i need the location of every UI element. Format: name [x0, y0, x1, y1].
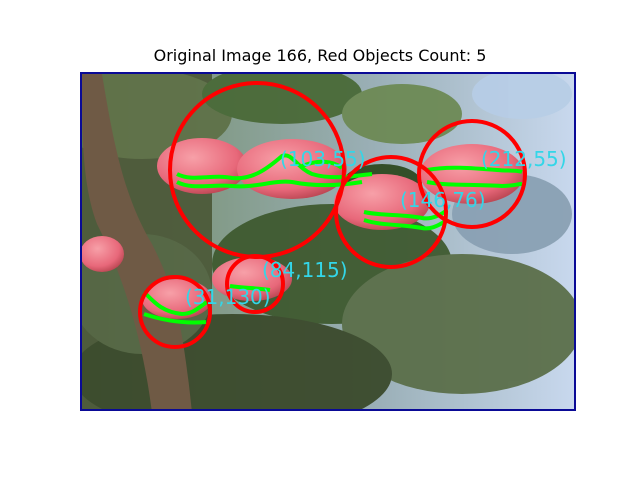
detection-circle [334, 155, 448, 269]
contour-line [363, 208, 449, 221]
detection-labels: (103,55) (212,55) (146,76) (84,115) (31,… [185, 147, 567, 309]
apple [157, 138, 247, 194]
contour-lines [142, 153, 523, 325]
detection-label: (103,55) [280, 147, 366, 171]
tree-trunk [82, 74, 192, 409]
apple [420, 144, 524, 204]
photo-canvas: (103,55) (212,55) (146,76) (84,115) (31,… [82, 74, 574, 409]
detection-label: (146,76) [400, 188, 486, 212]
contour-line [176, 153, 373, 181]
detection-label: (31,130) [185, 285, 271, 309]
contour-line [142, 290, 212, 316]
detection-label: (212,55) [481, 147, 567, 171]
detection-circle [417, 119, 527, 229]
contour-line [176, 179, 363, 189]
contour-line [229, 284, 271, 292]
contour-line [363, 218, 445, 231]
contour-line [301, 159, 344, 170]
detection-circle [138, 275, 212, 349]
detection-label: (84,115) [262, 258, 348, 282]
apple [82, 236, 124, 272]
contour-line [426, 165, 523, 174]
detection-circle [225, 254, 285, 314]
detection-circles [138, 81, 527, 349]
image-frame: (103,55) (212,55) (146,76) (84,115) (31,… [80, 72, 576, 411]
contour-line [426, 180, 523, 188]
contour-line [143, 312, 207, 325]
figure-title: Original Image 166, Red Objects Count: 5 [153, 46, 487, 65]
